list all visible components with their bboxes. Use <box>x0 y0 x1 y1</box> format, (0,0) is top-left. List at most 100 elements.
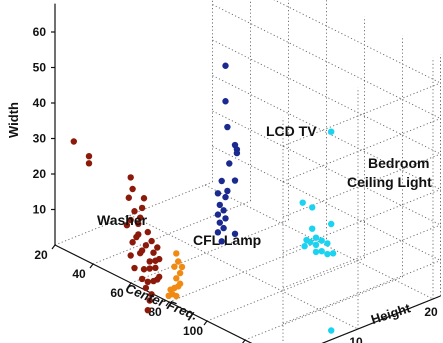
x-tick-mark <box>203 320 208 326</box>
data-point <box>127 216 134 224</box>
label-lcd-tv: LCD TV <box>266 123 317 139</box>
data-point <box>309 225 316 232</box>
data-point <box>131 264 138 272</box>
grid-line <box>282 189 441 253</box>
data-point <box>156 255 163 263</box>
label-washer: Washer <box>97 212 148 228</box>
data-point <box>85 153 93 160</box>
data-point <box>142 284 150 292</box>
z-tick-label: 20 <box>33 167 47 181</box>
y-tick-label: 10 <box>349 335 363 343</box>
z-tick-label: 50 <box>33 61 47 75</box>
data-point <box>233 149 241 157</box>
data-point <box>152 264 159 272</box>
data-point <box>222 193 229 201</box>
data-point <box>214 190 222 197</box>
grid-line <box>212 110 441 226</box>
data-point <box>70 138 78 145</box>
x-tick-mark <box>51 244 56 250</box>
data-point <box>214 229 222 236</box>
x-tick-mark <box>127 282 132 288</box>
data-point <box>312 248 320 256</box>
data-point <box>324 240 331 247</box>
data-point <box>318 237 325 244</box>
data-point <box>324 250 331 258</box>
data-point <box>328 220 335 228</box>
x-tick-label: 40 <box>72 267 86 281</box>
z-tick-label: 60 <box>33 25 47 39</box>
grid-line <box>206 257 365 322</box>
data-point <box>224 123 231 131</box>
data-point <box>127 174 134 181</box>
grid-line <box>212 146 441 261</box>
data-point <box>224 187 231 195</box>
grid-line <box>212 75 441 190</box>
data-point <box>123 222 131 229</box>
grid-line <box>129 214 359 330</box>
data-point <box>137 214 144 221</box>
data-point <box>140 195 148 202</box>
data-point <box>318 248 325 255</box>
grid-line <box>168 238 327 303</box>
chart-axes: 102030405060204060801001201020 <box>33 3 441 343</box>
data-point <box>173 250 180 257</box>
data-point <box>144 278 151 285</box>
data-point <box>127 252 134 259</box>
data-point <box>328 128 335 135</box>
data-point <box>216 219 223 226</box>
data-point <box>218 177 225 185</box>
grid-line <box>273 0 441 84</box>
data-points <box>70 62 337 334</box>
data-point <box>329 250 337 257</box>
data-point <box>135 220 142 227</box>
data-point <box>312 241 320 248</box>
z-tick-label: 10 <box>33 203 47 217</box>
x-tick-mark <box>165 301 170 307</box>
grid-line <box>212 39 441 155</box>
data-point <box>176 269 184 277</box>
data-point <box>328 327 335 334</box>
data-point <box>222 62 229 69</box>
data-point <box>307 238 314 246</box>
data-point <box>150 249 157 256</box>
data-point <box>301 243 308 250</box>
data-point <box>85 160 93 167</box>
data-point <box>299 199 306 206</box>
data-point <box>138 275 146 283</box>
grid-line <box>282 82 441 147</box>
data-point <box>165 292 172 299</box>
data-point <box>146 258 153 265</box>
grid-line <box>282 153 441 218</box>
grid-line <box>282 224 441 289</box>
data-point <box>125 194 132 201</box>
data-point <box>171 263 178 270</box>
data-point <box>231 230 239 237</box>
data-point <box>173 275 180 282</box>
y-axis-line <box>321 295 441 343</box>
z-tick-label: 40 <box>33 96 47 110</box>
label-bedroom: Bedroom <box>368 155 429 171</box>
grid-line <box>204 184 434 300</box>
y-axis-label: Height <box>369 300 413 327</box>
data-point <box>131 208 138 215</box>
x-tick-label: 20 <box>34 248 48 262</box>
x-tick-mark <box>242 339 246 343</box>
data-point <box>175 258 182 265</box>
data-point <box>129 239 136 246</box>
data-point <box>173 292 180 300</box>
series-lcd-tv <box>214 62 241 245</box>
x-tick-mark <box>89 263 94 269</box>
data-point <box>138 204 146 212</box>
data-point <box>148 291 155 298</box>
data-point <box>222 215 229 222</box>
x-tick-label: 60 <box>110 286 124 300</box>
data-point <box>144 307 151 314</box>
data-point <box>309 204 316 211</box>
grid-line <box>282 118 441 182</box>
series-cfl-lamp <box>165 250 186 300</box>
data-point <box>142 242 150 249</box>
data-point <box>140 266 148 273</box>
data-point <box>222 98 229 105</box>
data-point <box>154 276 161 283</box>
